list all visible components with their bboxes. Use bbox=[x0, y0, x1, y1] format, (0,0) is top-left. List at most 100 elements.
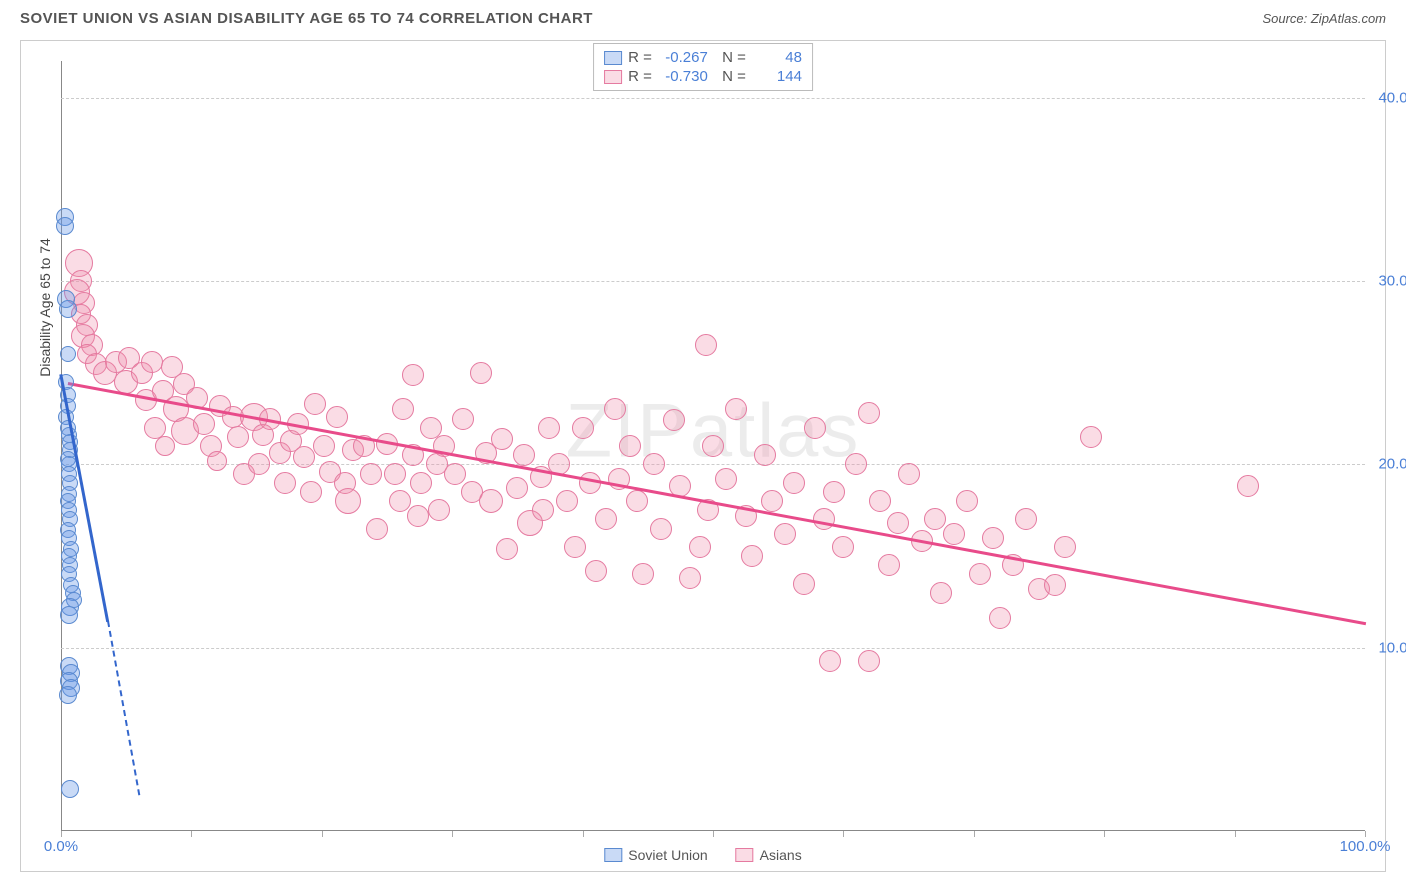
scatter-point bbox=[858, 402, 880, 424]
scatter-point bbox=[248, 453, 270, 475]
scatter-point bbox=[59, 300, 77, 318]
scatter-point bbox=[564, 536, 586, 558]
y-axis-label: Disability Age 65 to 74 bbox=[37, 238, 53, 377]
x-tick bbox=[713, 831, 714, 837]
scatter-point bbox=[479, 489, 503, 513]
x-tick bbox=[322, 831, 323, 837]
legend-item-soviet: Soviet Union bbox=[604, 847, 707, 863]
scatter-point bbox=[207, 451, 227, 471]
scatter-point bbox=[878, 554, 900, 576]
scatter-point bbox=[366, 518, 388, 540]
x-tick bbox=[843, 831, 844, 837]
scatter-point bbox=[898, 463, 920, 485]
scatter-point bbox=[982, 527, 1004, 549]
scatter-point bbox=[410, 472, 432, 494]
gridline bbox=[61, 281, 1365, 282]
source-label: Source: ZipAtlas.com bbox=[1262, 11, 1386, 26]
gridline bbox=[61, 98, 1365, 99]
stat-n-soviet: 48 bbox=[752, 49, 802, 66]
scatter-point bbox=[313, 435, 335, 457]
stats-row-soviet: R = -0.267 N = 48 bbox=[604, 48, 802, 67]
scatter-point bbox=[1044, 574, 1066, 596]
scatter-point bbox=[813, 508, 835, 530]
x-tick-label: 100.0% bbox=[1340, 838, 1391, 855]
scatter-point bbox=[61, 780, 79, 798]
scatter-point bbox=[193, 413, 215, 435]
scatter-point bbox=[572, 417, 594, 439]
scatter-point bbox=[300, 481, 322, 503]
scatter-point bbox=[506, 477, 528, 499]
plot-area: Disability Age 65 to 74 ZIPatlas 10.0%20… bbox=[61, 61, 1365, 831]
scatter-point bbox=[832, 536, 854, 558]
scatter-point bbox=[60, 606, 78, 624]
scatter-point bbox=[663, 409, 685, 431]
scatter-point bbox=[956, 490, 978, 512]
scatter-point bbox=[56, 217, 74, 235]
scatter-point bbox=[407, 505, 429, 527]
stat-r-soviet: -0.267 bbox=[658, 49, 708, 66]
scatter-point bbox=[845, 453, 867, 475]
x-tick bbox=[583, 831, 584, 837]
scatter-point bbox=[761, 490, 783, 512]
scatter-point bbox=[556, 490, 578, 512]
scatter-point bbox=[632, 563, 654, 585]
scatter-point bbox=[793, 573, 815, 595]
scatter-point bbox=[943, 523, 965, 545]
x-tick bbox=[1104, 831, 1105, 837]
scatter-point bbox=[1237, 475, 1259, 497]
swatch-asians bbox=[604, 70, 622, 84]
scatter-point bbox=[869, 490, 891, 512]
x-tick bbox=[191, 831, 192, 837]
scatter-point bbox=[227, 426, 249, 448]
stat-n-asians: 144 bbox=[752, 68, 802, 85]
scatter-point bbox=[595, 508, 617, 530]
scatter-point bbox=[585, 560, 607, 582]
scatter-point bbox=[619, 435, 641, 457]
scatter-point bbox=[384, 463, 406, 485]
trend-line-asians bbox=[67, 382, 1365, 625]
scatter-point bbox=[496, 538, 518, 560]
x-tick bbox=[974, 831, 975, 837]
scatter-point bbox=[452, 408, 474, 430]
scatter-point bbox=[470, 362, 492, 384]
scatter-point bbox=[293, 446, 315, 468]
legend-item-asians: Asians bbox=[736, 847, 802, 863]
y-tick-label: 10.0% bbox=[1378, 639, 1406, 656]
stats-row-asians: R = -0.730 N = 144 bbox=[604, 67, 802, 86]
scatter-point bbox=[1080, 426, 1102, 448]
y-tick-label: 40.0% bbox=[1378, 89, 1406, 106]
scatter-point bbox=[1015, 508, 1037, 530]
stats-legend-box: R = -0.267 N = 48 R = -0.730 N = 144 bbox=[593, 43, 813, 91]
scatter-point bbox=[532, 499, 554, 521]
scatter-point bbox=[989, 607, 1011, 629]
scatter-point bbox=[389, 490, 411, 512]
x-tick bbox=[61, 831, 62, 837]
scatter-point bbox=[715, 468, 737, 490]
scatter-point bbox=[969, 563, 991, 585]
scatter-point bbox=[823, 481, 845, 503]
scatter-point bbox=[887, 512, 909, 534]
stat-r-asians: -0.730 bbox=[658, 68, 708, 85]
chart-container: Disability Age 65 to 74 ZIPatlas 10.0%20… bbox=[20, 40, 1386, 872]
scatter-point bbox=[650, 518, 672, 540]
stat-n-label: N = bbox=[714, 68, 746, 85]
x-tick-label: 0.0% bbox=[44, 838, 78, 855]
scatter-point bbox=[1054, 536, 1076, 558]
legend-label-soviet: Soviet Union bbox=[628, 847, 707, 863]
scatter-point bbox=[274, 472, 296, 494]
scatter-point bbox=[689, 536, 711, 558]
swatch-soviet bbox=[604, 51, 622, 65]
stat-r-label: R = bbox=[628, 68, 652, 85]
swatch-soviet bbox=[604, 848, 622, 862]
scatter-point bbox=[59, 686, 77, 704]
scatter-point bbox=[643, 453, 665, 475]
scatter-point bbox=[754, 444, 776, 466]
scatter-point bbox=[335, 488, 361, 514]
scatter-point bbox=[626, 490, 648, 512]
scatter-point bbox=[141, 351, 163, 373]
x-tick bbox=[1235, 831, 1236, 837]
scatter-point bbox=[402, 364, 424, 386]
scatter-point bbox=[695, 334, 717, 356]
gridline bbox=[61, 648, 1365, 649]
scatter-point bbox=[428, 499, 450, 521]
